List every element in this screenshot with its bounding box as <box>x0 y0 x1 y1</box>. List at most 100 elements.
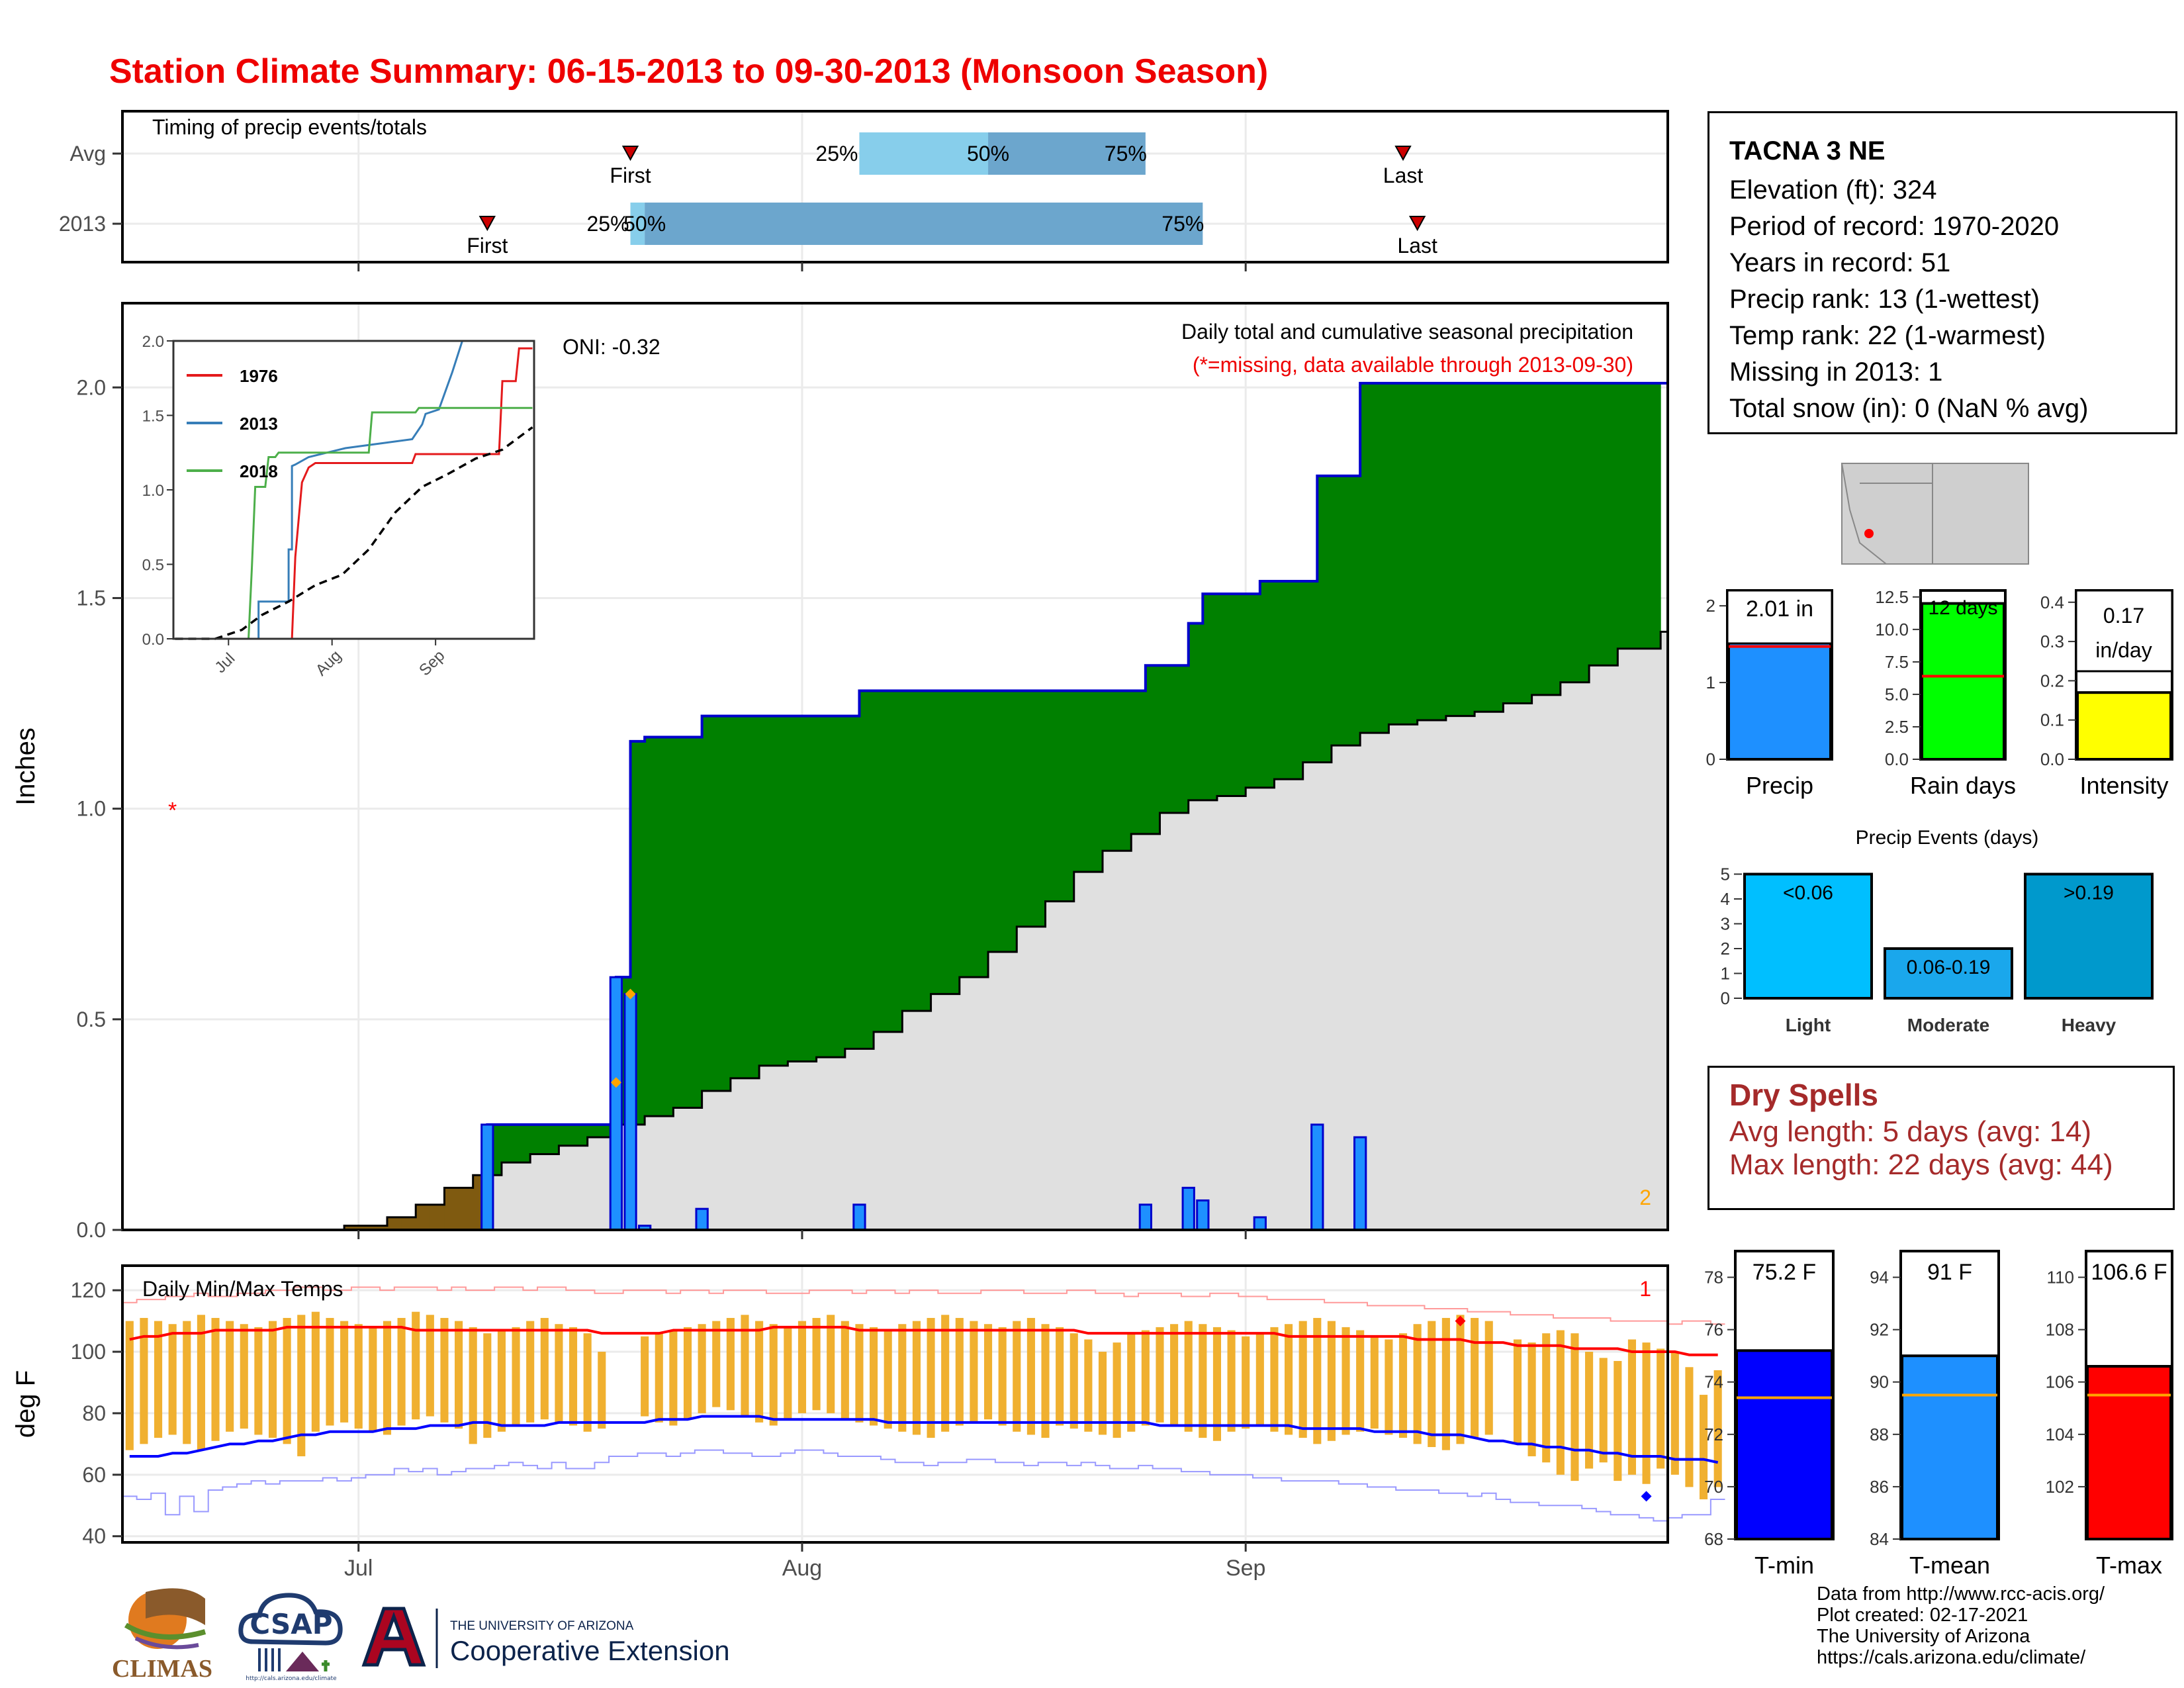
precip-above-normal-area <box>1030 690 1046 927</box>
temps-xtick-label: Jul <box>344 1556 373 1581</box>
daily-temp-range-bar <box>1156 1327 1164 1423</box>
daily-temp-range-bar <box>383 1321 392 1435</box>
daily-temp-range-bar <box>455 1321 463 1429</box>
daily-temp-range-bar <box>812 1317 821 1411</box>
daily-precip-bar <box>852 1203 866 1231</box>
tmax-box-ytick-label: 104 <box>2046 1425 2074 1444</box>
rain-days-bar <box>1921 602 2005 761</box>
ua-cooperative-extension-logo: THE UNIVERSITY OF ARIZONA Cooperative Ex… <box>361 1607 730 1668</box>
precip-above-normal-area <box>931 690 946 994</box>
intensity-ytick-label: 0.2 <box>2040 671 2064 690</box>
station-missing: Missing in 2013: 1 <box>1729 357 1943 387</box>
rain-days-ytick-label: 0.0 <box>1885 749 1909 769</box>
daily-temp-range-bar <box>797 1321 807 1413</box>
daily-temp-range-bar <box>598 1352 606 1429</box>
precip-title: Daily total and cumulative seasonal prec… <box>1181 320 1633 344</box>
rain-days-ytick-label: 10.0 <box>1875 620 1909 639</box>
precip-above-normal-area <box>1345 475 1361 746</box>
csap-cloud-icon <box>238 1593 343 1646</box>
precip-total-value: 2.01 in <box>1746 596 1813 622</box>
temps-panel-bg <box>122 1266 1668 1542</box>
inset-ytick-label: 1.5 <box>142 408 164 426</box>
precip-panel-border <box>121 302 1669 1231</box>
temp-marker <box>1455 1315 1466 1327</box>
events-ytick-label: 1 <box>1721 964 1730 984</box>
precip-above-normal-area <box>730 716 745 1078</box>
timing-label-50: 50% <box>967 142 1009 165</box>
precip-ytick-label: 2.0 <box>77 375 106 399</box>
daily-temp-range-bar <box>1113 1342 1121 1438</box>
precip-above-normal-area <box>1574 383 1590 682</box>
dry-spells-box: Dry Spells Avg length: 5 days (avg: 14) … <box>1707 1066 2175 1210</box>
precip-above-normal-area <box>1631 383 1647 649</box>
tmin-box-value: 75.2 F <box>1752 1260 1816 1285</box>
daily-precip-bar <box>1181 1186 1195 1231</box>
dry-spells-title: Dry Spells <box>1729 1078 1878 1112</box>
precip-normal-area <box>129 632 1668 1230</box>
precip-above-normal-area <box>1231 594 1246 796</box>
precip-total-ytick-label: 1 <box>1706 673 1715 692</box>
timing-label-75: 75% <box>1105 142 1147 165</box>
events-ytick-label: 5 <box>1721 865 1730 884</box>
precip-above-normal-area <box>1317 475 1332 763</box>
daily-temp-range-bar <box>1199 1324 1207 1438</box>
rain-days-value: 12 days <box>1928 597 1997 619</box>
temps-xtick-label: Sep <box>1226 1556 1266 1581</box>
credit-university: The University of Arizona <box>1817 1626 2030 1647</box>
precip-above-normal-area <box>1131 690 1146 834</box>
timing-row-label: 2013 <box>59 212 106 236</box>
daily-temp-range-bar <box>1127 1333 1136 1432</box>
daily-temp-range-bar <box>354 1324 363 1429</box>
intensity-value-box <box>2075 589 2173 673</box>
daily-temp-range-bar <box>168 1324 177 1435</box>
timing-first-label: First <box>610 164 651 187</box>
timing-label-50: 50% <box>623 212 666 236</box>
precip-ytick-label: 1.5 <box>77 586 106 610</box>
daily-temp-range-bar <box>1227 1330 1236 1432</box>
rain-days-label: Rain days <box>1910 772 2016 799</box>
daily-temp-range-bar <box>1327 1321 1336 1441</box>
daily-temp-range-bar <box>512 1327 520 1426</box>
rain-days-ytick-label: 5.0 <box>1885 684 1909 704</box>
tmean-box-value: 91 F <box>1927 1260 1972 1285</box>
station-info-box: TACNA 3 NE Elevation (ft): 324 Period of… <box>1707 111 2177 434</box>
ua-name: THE UNIVERSITY OF ARIZONA <box>450 1619 634 1633</box>
precip-above-normal-area <box>745 716 760 1078</box>
daily-temp-range-bar <box>1599 1358 1608 1463</box>
dry-spells-avg: Avg length: 5 days (avg: 14) <box>1729 1115 2092 1148</box>
daily-temp-range-bar <box>226 1321 234 1432</box>
event-bar-light <box>1743 872 1873 1000</box>
daily-temp-range-bar <box>1356 1330 1365 1432</box>
tmin-box-ytick-label: 76 <box>1704 1320 1723 1340</box>
tmean-box-label: T-mean <box>1909 1552 1990 1579</box>
daily-temp-range-bar <box>1298 1321 1307 1438</box>
precip-above-normal-area <box>874 690 889 1032</box>
daily-temp-range-bar <box>1699 1395 1708 1499</box>
daily-temp-range-bar <box>1184 1321 1193 1432</box>
rain-days-ytick-label: 2.5 <box>1885 717 1909 737</box>
precip-below-normal-area <box>444 1188 459 1230</box>
timing-bar-50-75 <box>645 203 1203 245</box>
daily-temp-range-bar <box>1542 1333 1551 1463</box>
credit-plot-date: Plot created: 02-17-2021 <box>1817 1605 2028 1626</box>
station-temp-rank: Temp rank: 22 (1-warmest) <box>1729 321 2046 350</box>
precip-above-normal-area <box>659 737 674 1117</box>
precip-above-normal-area <box>1517 383 1533 704</box>
intensity-unit: in/day <box>2095 638 2152 662</box>
timing-bar-25-50 <box>630 203 645 245</box>
events-ytick-label: 0 <box>1721 988 1730 1008</box>
daily-temp-range-bar <box>983 1324 993 1420</box>
precip-above-normal-area <box>1216 594 1232 796</box>
inset-legend-label: 2018 <box>240 461 278 481</box>
precip-above-normal-area <box>587 1124 602 1137</box>
daily-temp-range-bar <box>1212 1327 1222 1441</box>
daily-precip-bar <box>1310 1123 1324 1231</box>
timing-last-marker-icon <box>1408 216 1426 232</box>
daily-temp-range-bar <box>1385 1339 1393 1435</box>
precip-above-normal-area <box>1088 690 1103 872</box>
locator-map-borders <box>1860 463 1933 564</box>
daily-temp-range-bar <box>941 1315 950 1432</box>
precip-above-normal-area <box>544 1124 559 1154</box>
tmin-box-ytick-label: 72 <box>1704 1425 1723 1444</box>
temps-panel-border <box>121 1264 1669 1544</box>
